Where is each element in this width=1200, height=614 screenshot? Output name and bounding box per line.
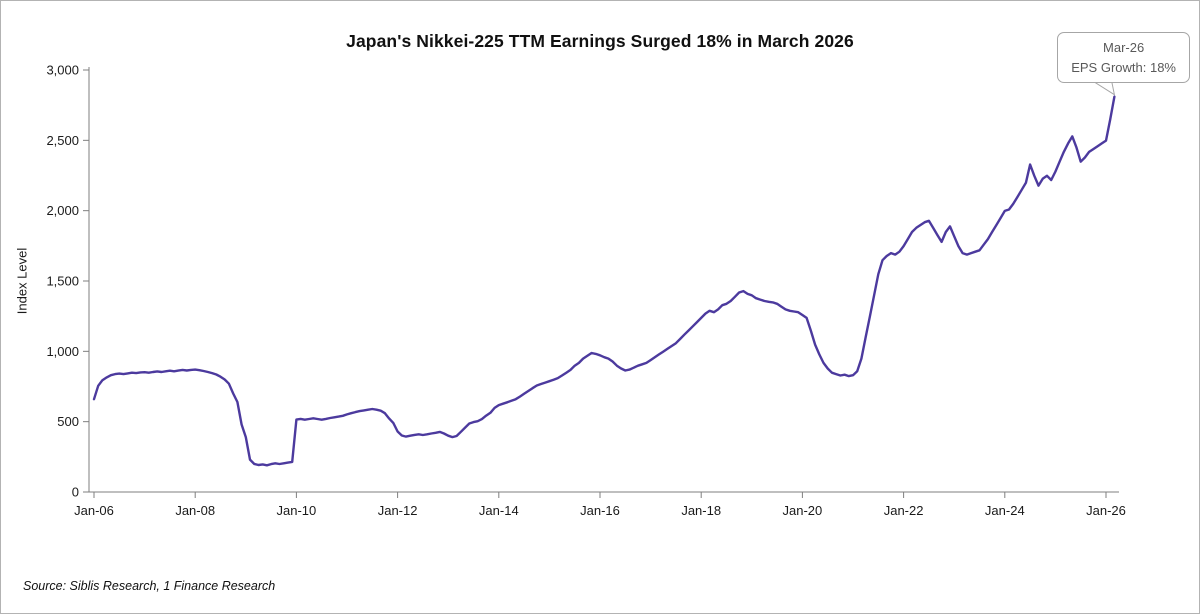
- y-tick-label: 0: [72, 485, 79, 500]
- chart-title: Japan's Nikkei-225 TTM Earnings Surged 1…: [346, 31, 854, 51]
- y-tick-label: 1,500: [46, 274, 79, 289]
- y-tick-label: 1,000: [46, 344, 79, 359]
- x-tick-label: Jan-20: [783, 503, 823, 518]
- annotation-callout: Mar-26 EPS Growth: 18%: [1057, 32, 1190, 83]
- x-tick-label: Jan-24: [985, 503, 1025, 518]
- series-line: [92, 95, 1116, 467]
- annotation-eps-growth: EPS Growth: 18%: [1071, 59, 1176, 75]
- source-note: Source: Siblis Research, 1 Finance Resea…: [23, 579, 276, 593]
- x-tick-label: Jan-16: [580, 503, 620, 518]
- x-tick-label: Jan-26: [1086, 503, 1126, 518]
- x-tick-label: Jan-12: [378, 503, 418, 518]
- x-tick-label: Jan-18: [681, 503, 721, 518]
- y-tick-label: 3,000: [46, 63, 79, 78]
- y-tick-label: 500: [57, 414, 79, 429]
- y-axis-title: Index Level: [14, 247, 30, 315]
- x-tick-label: Jan-08: [175, 503, 215, 518]
- x-tick-label: Jan-22: [884, 503, 924, 518]
- x-tick-label: Jan-14: [479, 503, 519, 518]
- x-tick-label: Jan-06: [74, 503, 114, 518]
- annotation-date: Mar-26: [1103, 40, 1145, 55]
- y-tick-label: 2,000: [46, 203, 79, 218]
- x-tick-label: Jan-10: [277, 503, 317, 518]
- y-tick-label: 2,500: [46, 133, 79, 148]
